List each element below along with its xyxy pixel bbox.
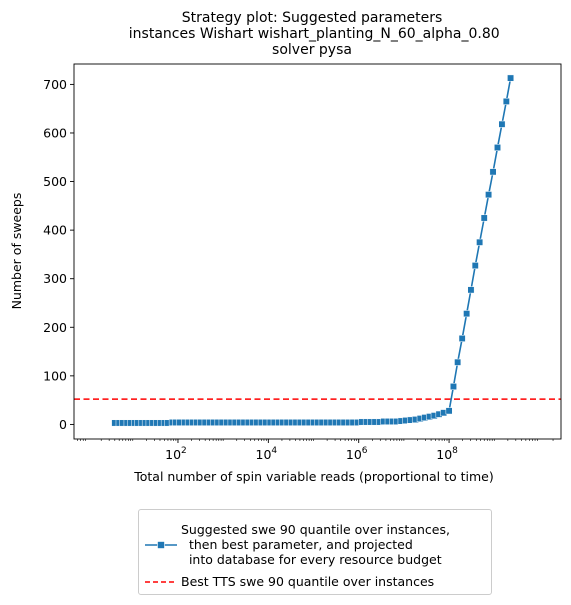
x-tick-label: 104 (256, 446, 278, 462)
x-axis: 102 104 106 108 (77, 439, 554, 462)
legend-line-square-marker-icon (145, 541, 177, 549)
y-tick-label: 200 (43, 320, 67, 335)
y-axis-label: Number of sweeps (9, 193, 24, 310)
y-tick-label: 700 (43, 77, 67, 92)
series-point-marker (467, 286, 475, 294)
series-point-marker (489, 168, 497, 176)
series-point-marker (471, 262, 479, 270)
y-tick-label: 500 (43, 174, 67, 189)
series-point-marker (463, 310, 471, 318)
series-point-marker (450, 383, 457, 390)
legend-entry-best-tts: Best TTS swe 90 quantile over instances (139, 574, 434, 590)
y-tick-label: 100 (43, 368, 67, 383)
series-point-marker (502, 97, 510, 105)
series-point-marker (445, 407, 453, 415)
chart-title-line: instances Wishart wishart_planting_N_60_… (124, 26, 499, 42)
chart-title-line: solver pysa (272, 42, 352, 58)
series-point-marker (507, 74, 515, 82)
y-tick-label: 400 (43, 223, 67, 238)
x-tick-label: 108 (436, 446, 458, 462)
series-point-marker (476, 238, 484, 246)
legend-entry-suggested: Suggested swe 90 quantile over instances… (139, 522, 450, 567)
x-tick-label: 106 (346, 446, 368, 462)
y-tick-label: 600 (43, 125, 67, 140)
series-point-marker (494, 144, 501, 152)
chart-title-line: Strategy plot: Suggested parameters (182, 10, 443, 26)
y-tick-label: 0 (59, 417, 67, 432)
y-tick-label: 300 (43, 271, 67, 286)
x-tick-label: 102 (165, 446, 187, 462)
series-point-marker (458, 335, 466, 342)
series-point-marker (454, 358, 462, 366)
chart-title: Strategy plot: Suggested parameters inst… (124, 10, 499, 58)
legend-label-best-tts: Best TTS swe 90 quantile over instances (181, 574, 435, 589)
plot-area-frame (73, 63, 562, 440)
x-axis-label: Total number of spin variable reads (pro… (133, 469, 494, 484)
legend-dashed-line-icon (145, 581, 177, 583)
strategy-plot-chart: Strategy plot: Suggested parameters inst… (9, 10, 562, 484)
series-point-marker (480, 214, 488, 222)
y-axis: 0 100 200 300 400 500 600 700 (43, 77, 74, 432)
suggested-series-line (114, 77, 512, 424)
series-point-marker (485, 191, 493, 199)
legend: Suggested swe 90 quantile over instances… (138, 509, 492, 595)
legend-label-suggested: Suggested swe 90 quantile over instances… (181, 522, 450, 567)
series-point-marker (498, 120, 506, 128)
